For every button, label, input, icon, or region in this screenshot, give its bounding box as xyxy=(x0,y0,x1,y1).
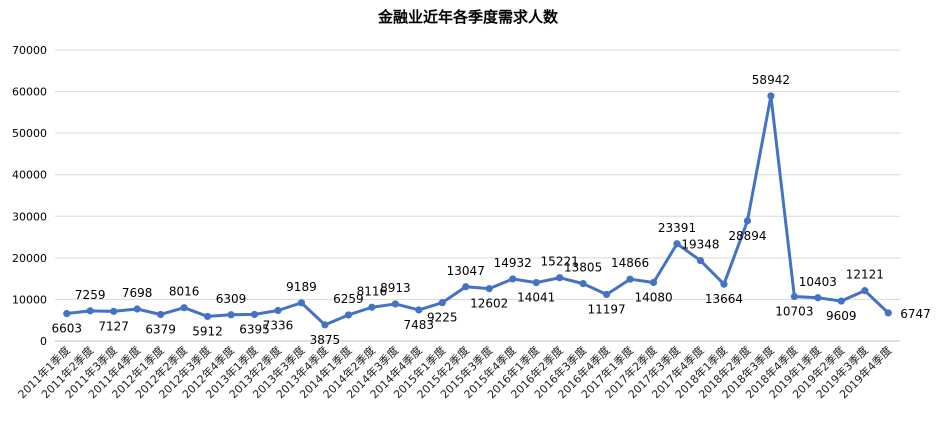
data-labels: 6603 7259 7127 7698 6379 8016 5912 6309 63957336… xyxy=(51,73,930,347)
series-line xyxy=(65,94,890,327)
data-point xyxy=(368,303,376,311)
data-label: 7483 xyxy=(404,318,435,332)
data-label: 8116 xyxy=(357,284,388,298)
data-label: 13047 xyxy=(447,264,485,278)
data-label: 6747 xyxy=(900,307,931,321)
data-label: 12602 xyxy=(470,297,508,311)
data-point xyxy=(86,307,94,315)
data-point xyxy=(250,310,259,319)
data-point xyxy=(274,306,282,315)
y-tick-label: 20000 xyxy=(12,252,47,265)
data-label: 14932 xyxy=(494,256,532,270)
y-tick-label: 60000 xyxy=(12,86,47,99)
data-point xyxy=(837,297,845,305)
data-label: 28894 xyxy=(728,229,766,243)
data-label: 58942 xyxy=(752,73,790,87)
data-point xyxy=(180,304,188,312)
data-label: 13805 xyxy=(564,261,602,275)
data-point xyxy=(297,299,306,307)
data-point xyxy=(133,305,141,313)
data-label: 12121 xyxy=(846,268,884,282)
data-label: 11197 xyxy=(588,302,626,316)
data-label: 6259 xyxy=(333,292,364,306)
data-label: 9225 xyxy=(427,311,458,325)
data-point xyxy=(696,256,705,265)
data-label: 14080 xyxy=(634,290,672,304)
data-label: 10403 xyxy=(799,275,837,289)
data-label: 7127 xyxy=(98,319,129,333)
data-point xyxy=(579,280,587,288)
data-label: 9189 xyxy=(286,280,317,294)
y-tick-label: 0 xyxy=(40,335,47,348)
data-point xyxy=(673,240,681,248)
data-point xyxy=(157,310,165,319)
data-label: 6603 xyxy=(51,322,82,336)
data-point xyxy=(227,311,235,319)
data-point xyxy=(720,280,728,288)
data-label: 5912 xyxy=(192,324,223,338)
data-label: 13664 xyxy=(705,292,743,306)
data-point xyxy=(509,275,517,283)
data-label: 7259 xyxy=(75,288,106,302)
data-label: 6395 xyxy=(239,322,270,336)
y-tick-label: 40000 xyxy=(12,169,47,182)
data-label: 19348 xyxy=(681,238,719,252)
data-point xyxy=(814,294,822,302)
data-point xyxy=(321,321,329,329)
data-label: 8913 xyxy=(380,281,411,295)
data-label: 23391 xyxy=(658,221,696,235)
y-tick-label: 30000 xyxy=(12,210,47,223)
gridlines xyxy=(55,49,900,342)
data-point xyxy=(767,92,775,100)
data-point xyxy=(462,283,470,291)
data-label: 14866 xyxy=(611,256,649,270)
data-point xyxy=(626,275,634,283)
data-label: 14041 xyxy=(517,291,555,305)
data-label: 9609 xyxy=(826,309,857,323)
data-point xyxy=(110,307,118,315)
data-point xyxy=(532,279,540,287)
data-point xyxy=(415,306,423,314)
data-label: 6379 xyxy=(145,322,176,336)
data-point xyxy=(649,278,658,287)
x-axis-ticks: 2011年1季度2011年2季度2011年3季度2011年4季度2012年1季度… xyxy=(15,343,895,401)
data-label: 7336 xyxy=(263,319,294,333)
data-point xyxy=(743,217,752,225)
y-tick-label: 50000 xyxy=(12,127,47,140)
data-point xyxy=(344,311,353,319)
data-label: 3875 xyxy=(310,333,341,347)
data-point xyxy=(438,299,446,307)
data-label: 8016 xyxy=(169,285,200,299)
data-point xyxy=(63,309,71,318)
data-label: 6309 xyxy=(216,292,247,306)
data-point xyxy=(391,300,399,308)
chart-title: 金融业近年各季度需求人数 xyxy=(377,8,559,26)
data-point xyxy=(884,309,892,317)
data-label: 10703 xyxy=(775,305,813,319)
y-axis-ticks: 0 10000 20000 30000 40000 50000 60000 70000 xyxy=(12,44,47,348)
series-line-layer xyxy=(65,94,890,327)
data-label: 7698 xyxy=(122,286,153,300)
data-label: 15221 xyxy=(541,255,579,269)
series-points xyxy=(63,92,892,329)
data-point xyxy=(485,285,493,293)
data-point xyxy=(790,292,798,301)
data-point xyxy=(556,274,564,282)
data-point xyxy=(602,290,611,299)
data-point xyxy=(861,287,869,295)
y-tick-label: 70000 xyxy=(12,44,47,57)
y-tick-label: 10000 xyxy=(12,293,47,306)
data-point xyxy=(203,312,212,321)
